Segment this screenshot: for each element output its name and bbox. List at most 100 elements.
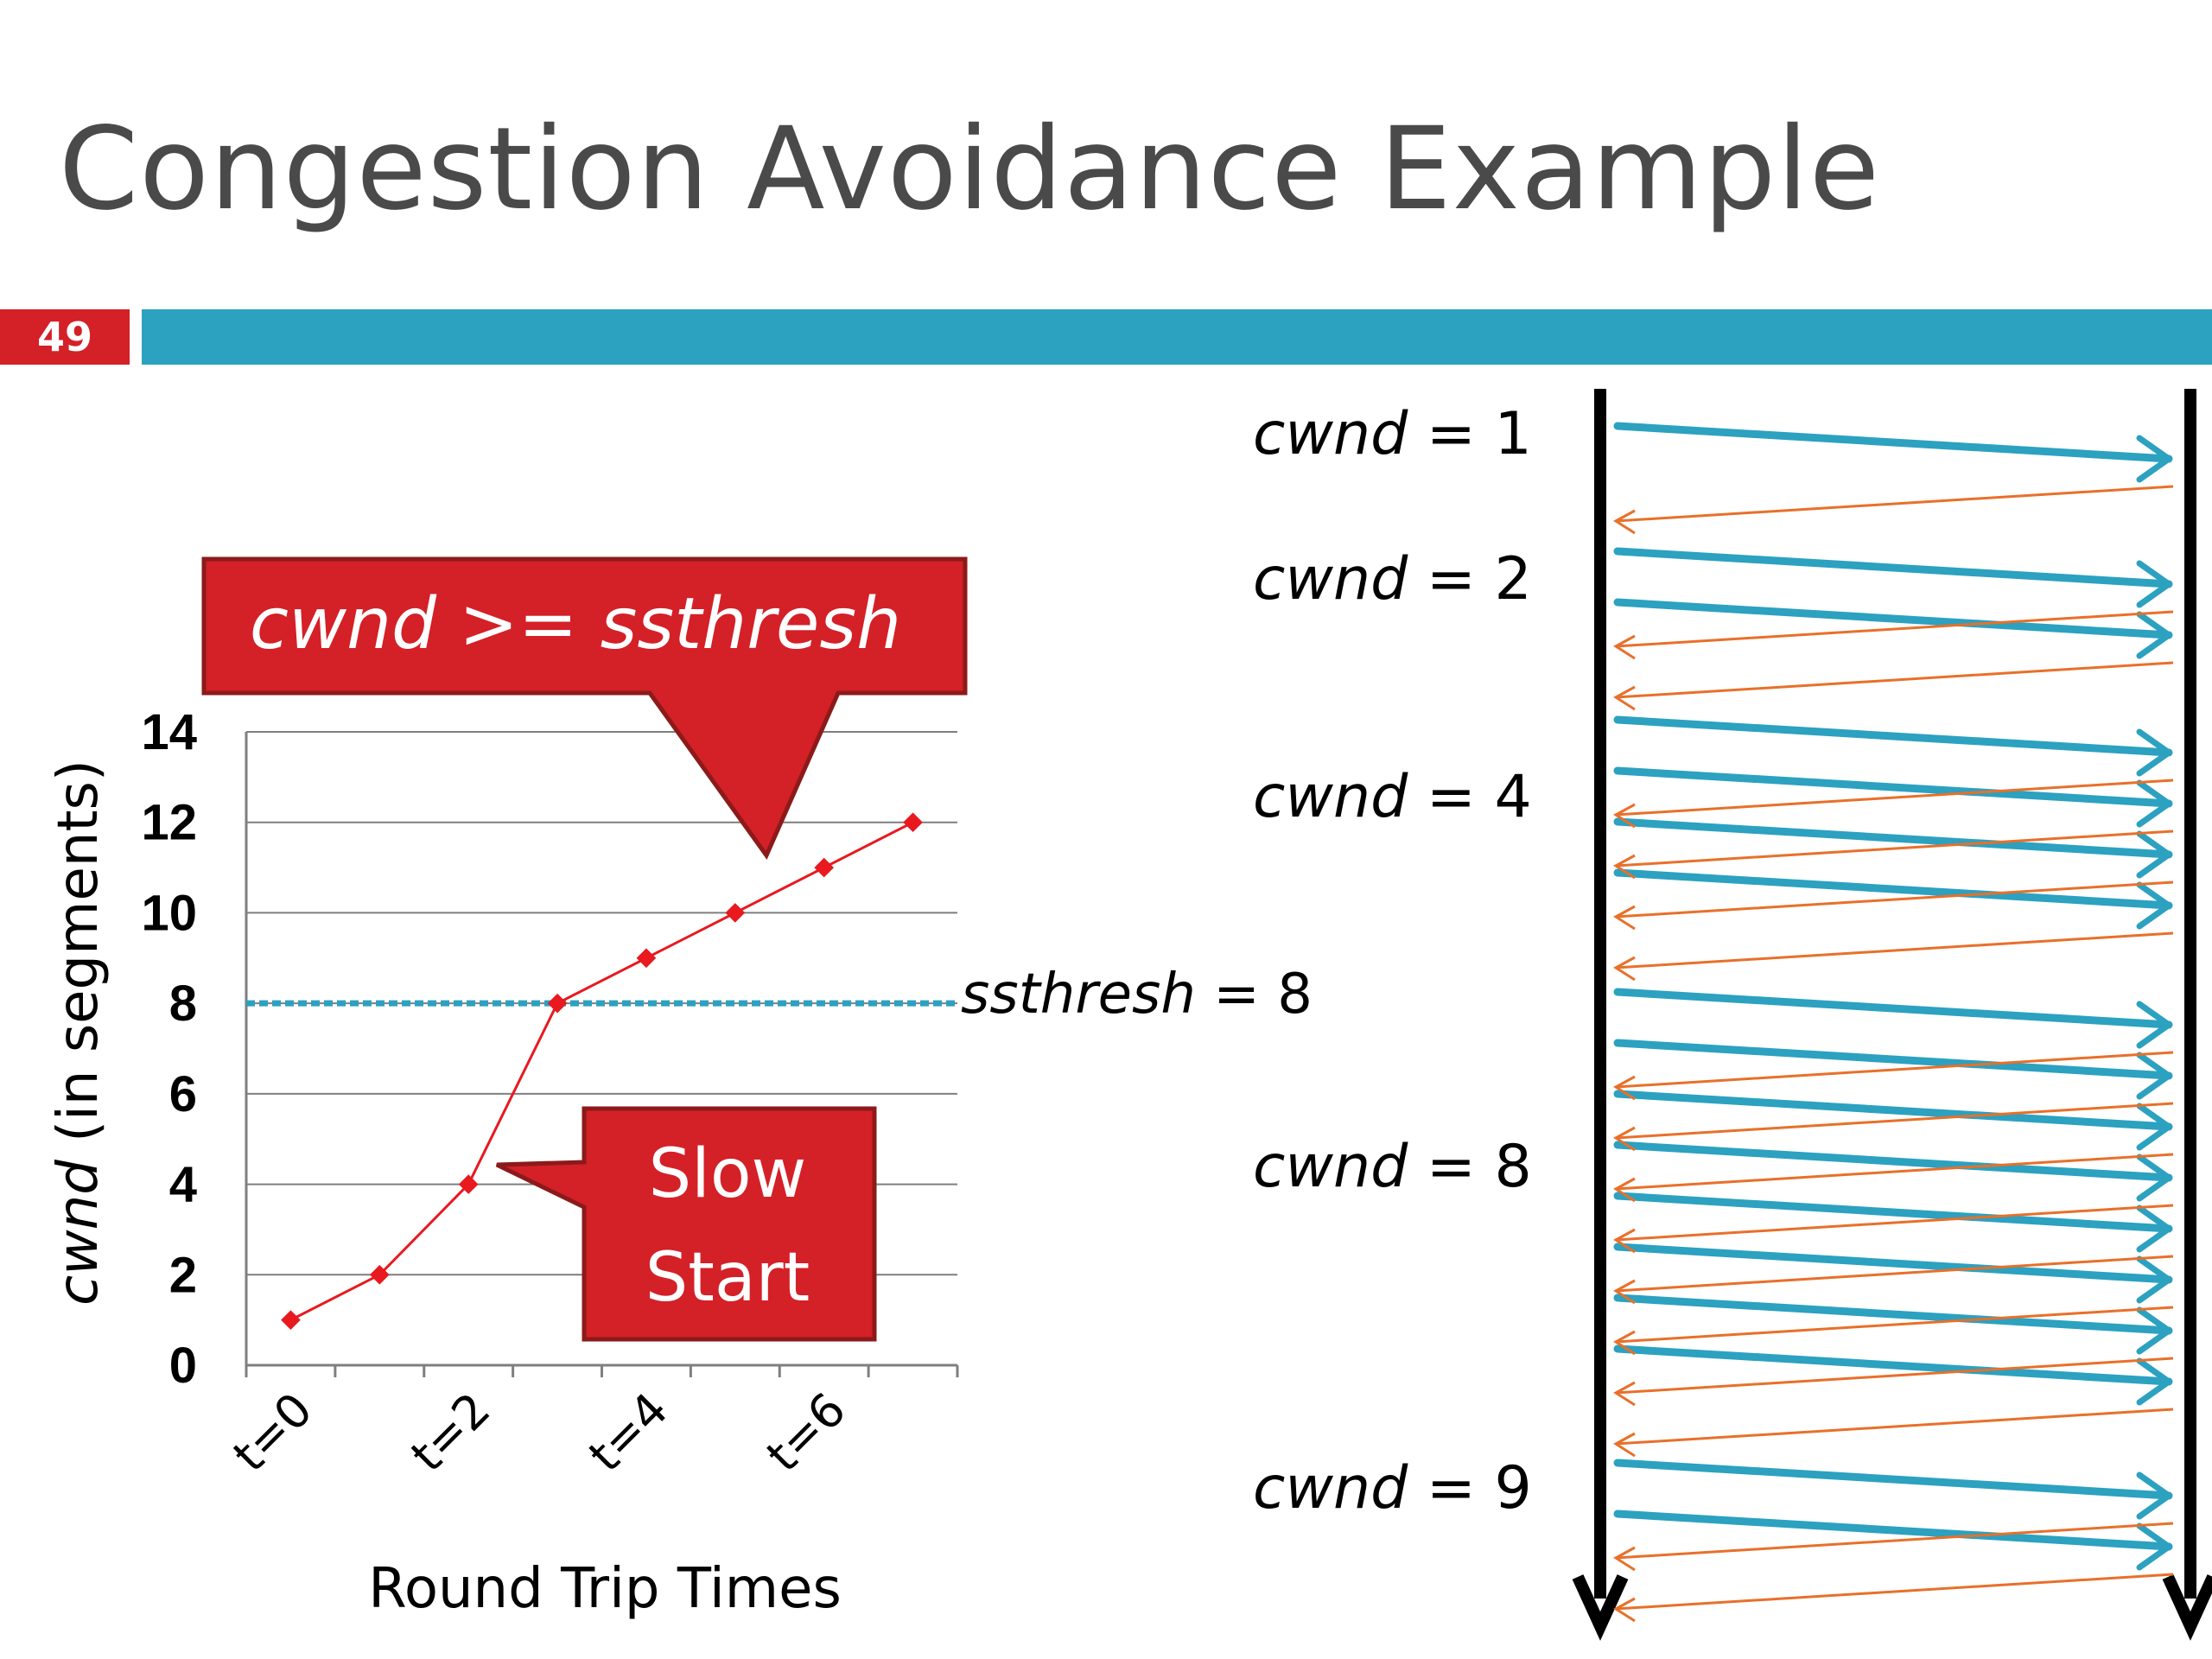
- segment-arrows: [1613, 422, 2173, 1571]
- segment-arrow: [1613, 817, 2173, 859]
- ack-arrow-head: [1613, 1126, 1636, 1152]
- segment-arrow-head: [2136, 1001, 2172, 1049]
- ack-arrow-head: [1613, 1177, 1636, 1203]
- ack-arrow-head: [1613, 1228, 1636, 1254]
- slide-number: 49: [0, 309, 130, 365]
- slide-title: Congestion Avoidance Example: [59, 103, 1881, 236]
- y-tick-label: 0: [169, 1338, 197, 1394]
- ack-arrow-head: [1613, 1330, 1636, 1356]
- cwnd-label-italic: cwnd: [1253, 545, 1408, 613]
- cwnd-label-italic: cwnd: [1253, 763, 1408, 831]
- y-tick-label: 14: [141, 704, 197, 760]
- segment-arrow: [1613, 1294, 2173, 1335]
- segment-arrow-head: [2136, 1103, 2172, 1151]
- title-accent-bar: [142, 309, 2212, 365]
- segment-arrow-head: [2136, 881, 2172, 930]
- segment-arrow: [1613, 988, 2173, 1029]
- segment-arrow: [1613, 1510, 2173, 1551]
- ack-arrow-head: [1613, 905, 1636, 931]
- y-tick-label: 6: [169, 1066, 197, 1122]
- y-axis-label: cwnd (in segments): [47, 760, 111, 1306]
- ack-arrow-head: [1613, 956, 1636, 982]
- cwnd-label-italic: cwnd: [1253, 1133, 1408, 1201]
- ack-arrow: [1615, 1408, 2174, 1446]
- ack-arrow-head: [1613, 1546, 1636, 1572]
- slow-start-callout-shape: [495, 1106, 877, 1342]
- ssthresh-label-italic: ssthresh: [961, 963, 1196, 1027]
- segment-arrow: [1613, 422, 2173, 463]
- ack-arrow-head: [1613, 1279, 1636, 1305]
- segment-arrow-head: [2136, 1255, 2172, 1304]
- sender-timeline: [1572, 389, 1629, 1641]
- x-tick-label: t=0: [223, 1382, 323, 1483]
- ssthresh-callout-shape: [201, 556, 968, 861]
- segment-arrow: [1613, 1090, 2173, 1131]
- ack-arrow: [1615, 1255, 2174, 1293]
- ack-arrow: [1615, 1102, 2174, 1140]
- x-axis-label: Round Trip Times: [368, 1557, 842, 1621]
- cwnd-label: cwnd = 2: [1253, 545, 1532, 613]
- segment-arrow: [1613, 547, 2173, 588]
- segment-arrow-head: [2136, 435, 2172, 483]
- ack-arrow-head: [1613, 1075, 1636, 1101]
- cwnd-label-value: = 9: [1408, 1454, 1531, 1522]
- slow-start-line-2: Start: [645, 1239, 810, 1317]
- segment-arrow-head: [2136, 728, 2172, 777]
- segment-arrow: [1613, 598, 2173, 639]
- data-point: [814, 857, 835, 878]
- x-tick-label: t=2: [401, 1382, 501, 1483]
- y-tick-label: 12: [141, 795, 197, 851]
- y-axis-label-italic: cwnd: [47, 1160, 111, 1306]
- segment-arrow: [1613, 1192, 2173, 1233]
- segment-arrow: [1613, 1243, 2173, 1284]
- chart-x-axis: [245, 732, 959, 1377]
- ssthresh-label: ssthresh = 8: [961, 963, 1313, 1027]
- segment-arrow: [1613, 1459, 2173, 1500]
- cwnd-label-value: = 1: [1408, 400, 1531, 468]
- y-tick-label: 10: [141, 885, 197, 941]
- data-point: [547, 993, 568, 1014]
- ack-arrow-head: [1613, 685, 1636, 711]
- cwnd-label-value: = 4: [1408, 763, 1531, 831]
- x-tick-label: t=4: [578, 1382, 678, 1483]
- ack-arrow: [1615, 1306, 2174, 1344]
- segment-arrow-head: [2136, 1154, 2172, 1202]
- ack-arrow: [1615, 1153, 2174, 1191]
- ack-arrow-head: [1613, 803, 1636, 829]
- segment-arrow-head: [2136, 830, 2172, 879]
- data-point: [636, 948, 657, 969]
- ack-arrow: [1615, 880, 2174, 918]
- ack-arrow-head: [1613, 1381, 1636, 1407]
- ack-arrow: [1615, 779, 2174, 817]
- cwnd-label-italic: cwnd: [1253, 1454, 1408, 1522]
- cwnd-label: cwnd = 4: [1253, 763, 1532, 831]
- chart-x-tick-labels: t=0 t=2 t=4 t=6: [223, 1382, 856, 1483]
- segment-arrow-head: [2136, 1205, 2172, 1253]
- data-point: [725, 903, 746, 923]
- data-point: [369, 1264, 390, 1285]
- segment-arrow-head: [2136, 1471, 2172, 1520]
- cwnd-label: cwnd = 9: [1253, 1454, 1532, 1522]
- cwnd-label-italic: cwnd: [1253, 400, 1408, 468]
- cwnd-series-line: [289, 821, 914, 1321]
- ack-arrow-head: [1613, 1597, 1636, 1623]
- y-axis-label-rest: (in segments): [47, 760, 111, 1160]
- y-tick-label: 2: [169, 1247, 197, 1303]
- ssthresh-label-rest: = 8: [1196, 963, 1313, 1027]
- ack-arrow: [1615, 1204, 2174, 1242]
- ack-arrow: [1615, 610, 2174, 648]
- ack-arrow: [1615, 485, 2174, 523]
- x-tick-label: t=6: [756, 1382, 856, 1483]
- cwnd-series-points: [281, 812, 923, 1330]
- ack-arrow: [1615, 1051, 2174, 1089]
- slow-start-line-1: Slow: [649, 1135, 807, 1213]
- ack-arrow-head: [1613, 1432, 1636, 1458]
- ack-arrow-head: [1613, 509, 1636, 535]
- segment-arrow-head: [2136, 560, 2172, 608]
- segment-arrow-head: [2136, 1306, 2172, 1355]
- y-tick-label: 8: [169, 976, 197, 1032]
- cwnd-label: cwnd = 1: [1253, 400, 1532, 468]
- ack-arrow: [1615, 1573, 2174, 1611]
- segment-arrow: [1613, 868, 2173, 910]
